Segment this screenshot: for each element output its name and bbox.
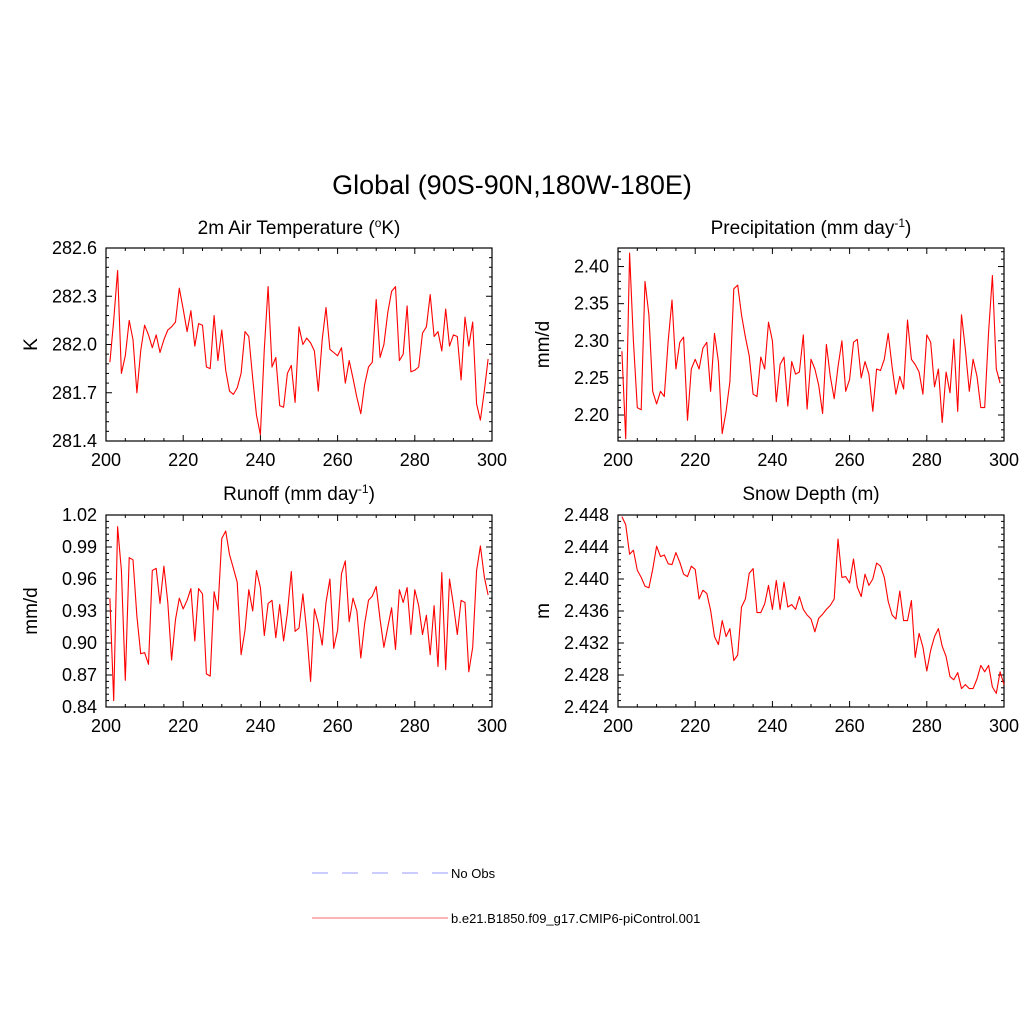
y-tick-label: 2.35 — [574, 294, 609, 314]
series-line — [621, 252, 1001, 440]
panel-title: Runoff (mm day-1) — [223, 482, 375, 505]
y-tick-label: 2.20 — [574, 405, 609, 425]
panel-title-sup: -1 — [358, 482, 369, 496]
panel-title-sup: o — [375, 216, 382, 230]
x-tick-label: 260 — [835, 450, 865, 470]
chart-panel-4: Snow Depth (m) 200 220 240 260 280 300 2.424 2.4… — [533, 484, 1019, 736]
x-tick-label: 220 — [168, 716, 198, 736]
x-tick-label: 200 — [91, 450, 121, 470]
panel-title: 2m Air Temperature (oK) — [198, 216, 401, 239]
x-tick-label: 260 — [835, 716, 865, 736]
x-tick-label: 280 — [400, 716, 430, 736]
panel-title-tail: ) — [369, 484, 375, 505]
x-tick-label: 240 — [757, 450, 787, 470]
legend: No Obs b.e21.B1850.f09_g17.CMIP6-piContr… — [312, 866, 700, 926]
series-line — [109, 526, 489, 702]
y-axis-label: mm/d — [533, 321, 554, 369]
x-tick-label: 300 — [989, 716, 1019, 736]
panel-title-main: Runoff (mm day — [223, 484, 358, 505]
x-tick-label: 200 — [603, 716, 633, 736]
y-tick-label: 0.99 — [62, 537, 97, 557]
y-tick-label: 0.96 — [62, 569, 97, 589]
x-tick-label: 280 — [912, 450, 942, 470]
x-tick-label: 300 — [477, 450, 507, 470]
panel-title-main: Precipitation (mm day — [711, 218, 895, 239]
y-tick-label: 2.440 — [564, 569, 609, 589]
panel-title-main: 2m Air Temperature ( — [198, 218, 376, 239]
x-tick-label: 240 — [245, 450, 275, 470]
panel-title: Precipitation (mm day-1) — [711, 216, 912, 239]
series-line — [109, 269, 489, 436]
plot-frame — [105, 247, 493, 442]
y-tick-label: 2.428 — [564, 665, 609, 685]
y-tick-label: 2.444 — [564, 537, 609, 557]
panel-title: Snow Depth (m) — [742, 484, 879, 505]
y-tick-label: 2.436 — [564, 601, 609, 621]
chart-panel-3: Runoff (mm day-1) 200 220 240 260 280 300 0.84 0… — [21, 482, 507, 736]
panel-title-sup: -1 — [894, 216, 905, 230]
y-axis-label: K — [21, 338, 42, 351]
y-tick-label: 2.448 — [564, 505, 609, 525]
y-tick-label: 2.40 — [574, 257, 609, 277]
chart-panel-2: Precipitation (mm day-1) 200 220 240 260 280 3… — [533, 216, 1019, 470]
panel-title-tail: K) — [381, 218, 400, 239]
series-line — [621, 516, 1005, 694]
y-tick-label: 0.84 — [62, 697, 97, 717]
x-tick-label: 260 — [323, 716, 353, 736]
y-tick-label: 0.90 — [62, 633, 97, 653]
x-tick-label: 260 — [323, 450, 353, 470]
x-tick-label: 300 — [989, 450, 1019, 470]
x-tick-label: 220 — [168, 450, 198, 470]
y-tick-label: 2.25 — [574, 368, 609, 388]
panel-title-main: Snow Depth (m) — [742, 484, 879, 505]
x-tick-label: 220 — [680, 716, 710, 736]
y-tick-label: 0.87 — [62, 665, 97, 685]
legend-label-model: b.e21.B1850.f09_g17.CMIP6-piControl.001 — [451, 911, 700, 926]
x-tick-label: 240 — [245, 716, 275, 736]
y-tick-label: 282.0 — [52, 335, 97, 355]
x-tick-label: 300 — [477, 716, 507, 736]
x-tick-label: 240 — [757, 716, 787, 736]
y-tick-label: 0.93 — [62, 601, 97, 621]
y-tick-label: 281.4 — [52, 431, 97, 451]
x-tick-label: 280 — [912, 716, 942, 736]
chart-panel-1: 2m Air Temperature (oK) 200 220 240 260 280 30… — [21, 216, 507, 470]
y-tick-label: 2.424 — [564, 697, 609, 717]
y-tick-label: 282.6 — [52, 238, 97, 258]
legend-label-no-obs: No Obs — [451, 866, 496, 881]
x-tick-label: 200 — [91, 716, 121, 736]
y-axis-label: mm/d — [21, 587, 42, 635]
x-tick-label: 280 — [400, 450, 430, 470]
x-tick-label: 200 — [603, 450, 633, 470]
y-tick-label: 1.02 — [62, 505, 97, 525]
x-tick-label: 220 — [680, 450, 710, 470]
plot-frame — [617, 514, 1005, 708]
y-tick-label: 2.30 — [574, 331, 609, 351]
panels: 2m Air Temperature (oK)200 220 240 260 280 30… — [21, 216, 1019, 736]
y-axis-label: m — [533, 603, 554, 619]
y-tick-label: 282.3 — [52, 286, 97, 306]
y-tick-label: 281.7 — [52, 383, 97, 403]
y-tick-label: 2.432 — [564, 633, 609, 653]
figure-title: Global (90S-90N,180W-180E) — [332, 170, 692, 200]
plot-frame — [617, 247, 1005, 442]
panel-title-tail: ) — [905, 218, 911, 239]
